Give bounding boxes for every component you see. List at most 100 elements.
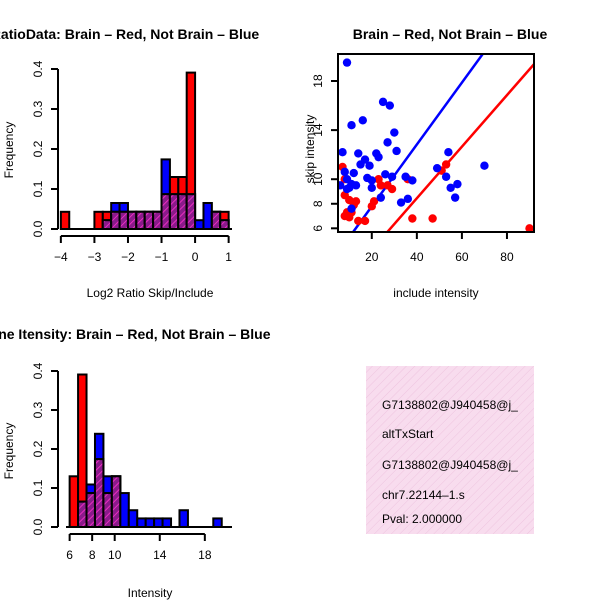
gene-intensity-histogram-panel: Gene Itensity: Brain – Red, Not Brain – …	[0, 326, 271, 600]
histogram-gene-x-tick-label: 6	[66, 548, 73, 562]
scatter-y-axis: 6 8 10 14 18	[311, 74, 338, 232]
scatter-not-brain-point	[367, 183, 376, 193]
ratio-histogram-x-label: Log2 Ratio Skip/Include	[87, 286, 214, 300]
scatter-not-brain-point	[376, 193, 386, 202]
ratio-histogram-title: RatioData: Brain – Red, Not Brain – Blue	[0, 26, 259, 42]
histogram-gene-x-tick-label: 14	[153, 548, 167, 562]
info-line-3: G7138802@J940458@j_	[382, 458, 518, 472]
histogram-gene-not-brain-bar	[119, 492, 130, 529]
scatter-not-brain-point	[347, 121, 356, 130]
histogram-ratio-y-tick-label: 0.1	[31, 180, 45, 197]
scatter-not-brain-point	[453, 179, 462, 189]
scatter-not-brain-point	[365, 161, 374, 170]
histogram-ratio-overlap-bar	[101, 219, 113, 230]
histogram-gene-x-tick-label: 10	[108, 548, 122, 562]
info-line-2: altTxStart	[382, 427, 434, 441]
gene-intensity-title: Gene Itensity: Brain – Red, Not Brain – …	[0, 326, 271, 342]
scatter-not-brain-point	[381, 170, 390, 179]
scatter-not-brain-point	[340, 167, 349, 177]
histogram-ratio-x-tick-label: −1	[155, 250, 169, 264]
scatter-not-brain-point	[403, 194, 413, 204]
ratio-histogram-panel: RatioData: Brain – Red, Not Brain – Blue…	[0, 26, 259, 300]
histogram-gene-overlap-bar	[93, 458, 105, 529]
histogram-ratio-y-tick-label: 0.3	[31, 100, 45, 117]
ratio-histogram-bars	[59, 71, 230, 231]
histogram-gene-brain-bar	[68, 475, 80, 528]
ratio-histogram-y-label: Frequency	[2, 122, 16, 179]
ratio-histogram-y-axis: 0.0 0.1 0.2 0.3 0.4	[31, 60, 59, 237]
scatter-x-tick-label: 80	[500, 250, 514, 264]
histogram-gene-not-brain-bar	[153, 517, 164, 528]
histogram-gene-x-tick-label: 8	[89, 548, 96, 562]
histogram-gene-not-brain-bar	[161, 517, 173, 528]
scatter-not-brain-point	[347, 204, 356, 213]
histogram-ratio-overlap-bar	[126, 210, 138, 231]
gene-intensity-x-axis: 6 8 10 14 18	[66, 533, 212, 562]
histogram-ratio-brain-bar	[59, 210, 71, 231]
histogram-ratio-not-brain-bar	[194, 219, 205, 230]
scatter-not-brain-point	[367, 176, 376, 185]
scatter-x-axis: 20 40 60 80	[365, 232, 514, 264]
histogram-ratio-brain-bar	[93, 210, 104, 231]
histogram-ratio-overlap-bar	[110, 210, 121, 231]
histogram-ratio-overlap-bar	[185, 193, 197, 230]
scatter-not-brain-point	[446, 183, 455, 193]
scatter-brain-point	[351, 197, 361, 206]
histogram-ratio-overlap-bar	[118, 210, 129, 231]
scatter-not-brain-point	[480, 161, 489, 170]
scatter-not-brain-point	[385, 101, 395, 110]
scatter-not-brain-point	[360, 155, 370, 164]
histogram-gene-overlap-bar	[110, 475, 122, 528]
scatter-not-brain-point	[401, 172, 410, 181]
scatter-not-brain-point	[432, 163, 442, 173]
histogram-ratio-x-tick-label: −2	[121, 250, 135, 264]
scatter-not-brain-point	[354, 149, 363, 158]
histogram-ratio-not-brain-bar	[202, 202, 213, 230]
histogram-ratio-overlap-bar	[160, 193, 171, 230]
scatter-not-brain-point	[374, 152, 383, 162]
scatter-x-tick-label: 40	[410, 250, 424, 264]
histogram-gene-not-brain-bar	[178, 509, 189, 529]
histogram-gene-not-brain-bar	[144, 517, 156, 528]
scatter-not-brain-point	[383, 138, 392, 147]
histogram-ratio-x-tick-label: 0	[192, 250, 199, 264]
scatter-not-brain-point	[351, 181, 361, 190]
histogram-ratio-x-tick-label: −4	[54, 250, 68, 264]
scatter-not-brain-point	[390, 128, 399, 137]
info-panel-background	[366, 366, 534, 534]
scatter-plot-box	[337, 53, 535, 233]
scatter-not-brain-point	[342, 58, 352, 67]
histogram-ratio-overlap-bar	[219, 219, 230, 230]
info-line-1: G7138802@J940458@j_	[382, 398, 518, 412]
gene-intensity-bars	[68, 373, 223, 529]
info-line-4: chr7.22144–1.s	[382, 488, 465, 502]
histogram-gene-x-tick-label: 18	[198, 548, 212, 562]
info-panel: G7138802@J940458@j_ altTxStart G7138802@…	[366, 366, 534, 534]
scatter-brain-point	[369, 197, 379, 206]
scatter-brain-point	[408, 214, 417, 223]
histogram-gene-overlap-bar	[102, 492, 113, 529]
ratio-histogram-x-axis: −4 −3 −2 −1 0 1	[54, 235, 232, 264]
scatter-fit-lines	[351, 54, 534, 232]
histogram-ratio-overlap-bar	[210, 210, 222, 231]
histogram-ratio-overlap-bar	[152, 210, 163, 231]
scatter-not-brain-point	[338, 148, 347, 157]
histogram-gene-y-tick-label: 0.0	[31, 518, 45, 535]
scatter-y-tick-label: 6	[311, 225, 325, 232]
scatter-points	[338, 58, 534, 232]
histogram-ratio-y-tick-label: 0.0	[31, 220, 45, 237]
histogram-ratio-x-tick-label: 1	[225, 250, 232, 264]
gene-intensity-y-label: Frequency	[2, 423, 16, 480]
scatter-brain-point	[360, 216, 370, 226]
intensity-scatter-panel: Brain – Red, Not Brain – Blue 20 40 60 80 6…	[303, 26, 547, 300]
scatter-brain-point	[525, 224, 534, 232]
scatter-brain-fit-line	[385, 63, 534, 232]
scatter-not-brain-point	[378, 97, 388, 107]
histogram-gene-y-tick-label: 0.3	[31, 401, 45, 418]
scatter-brain-point	[428, 214, 437, 223]
scatter-y-label: skip intensity	[303, 115, 317, 184]
histogram-ratio-overlap-bar	[177, 193, 188, 230]
histogram-ratio-overlap-bar	[168, 193, 180, 230]
scatter-not-brain-point	[338, 181, 345, 190]
